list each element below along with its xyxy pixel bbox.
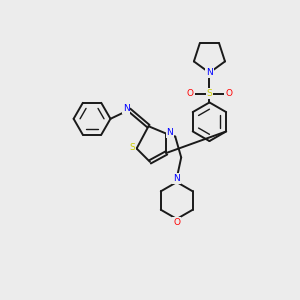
- Text: N: N: [123, 104, 130, 113]
- Text: O: O: [225, 89, 232, 98]
- Text: O: O: [187, 89, 194, 98]
- Text: N: N: [167, 128, 173, 137]
- Text: S: S: [207, 89, 212, 98]
- Text: S: S: [129, 142, 135, 152]
- Text: O: O: [173, 218, 180, 227]
- Text: N: N: [173, 174, 180, 183]
- Text: N: N: [206, 68, 213, 77]
